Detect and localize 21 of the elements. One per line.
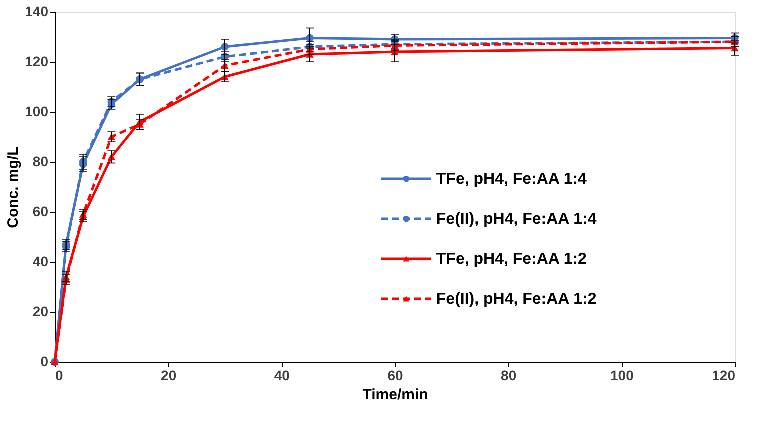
x-tick-label: 40 [274, 368, 290, 384]
y-tick-label: 80 [32, 154, 49, 170]
x-tick-label: 60 [388, 368, 404, 384]
legend-label: Fe(II), pH4, Fe:AA 1:4 [436, 211, 597, 228]
y-tick-label: 40 [32, 254, 49, 270]
y-tick-label: 20 [32, 304, 49, 320]
x-axis-title: Time/min [362, 386, 428, 404]
y-tick-label: 100 [25, 104, 49, 120]
x-tick-label: 0 [56, 368, 64, 384]
y-tick-label: 0 [40, 354, 49, 370]
y-tick-label: 120 [25, 54, 49, 70]
x-tick-label: 80 [501, 368, 517, 384]
y-tick-label: 140 [25, 4, 49, 20]
legend-label: TFe, pH4, Fe:AA 1:2 [436, 251, 588, 268]
x-tick-label: 100 [610, 368, 634, 384]
x-tick-label: 20 [161, 368, 177, 384]
x-tick-label: 120 [712, 368, 736, 384]
y-tick-label: 60 [32, 204, 49, 220]
y-axis-title: Conc. mg/L [5, 146, 22, 228]
legend-label: TFe, pH4, Fe:AA 1:4 [436, 171, 588, 188]
legend-label: Fe(II), pH4, Fe:AA 1:2 [436, 291, 597, 308]
